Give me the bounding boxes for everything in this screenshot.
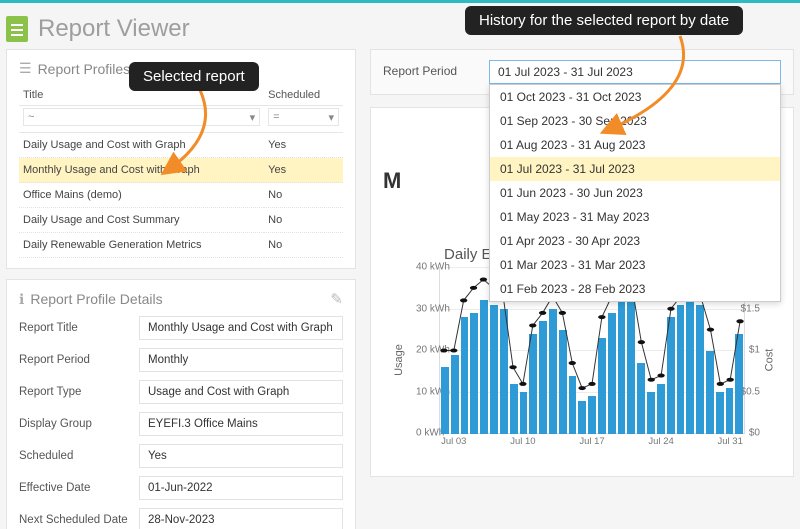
report-details-panel: ℹ Report Profile Details ✎ Report TitleM… (6, 279, 356, 529)
table-row[interactable]: Office Mains (demo)No (19, 183, 343, 208)
bar (677, 305, 685, 434)
bar (657, 384, 665, 434)
period-option[interactable]: 01 Apr 2023 - 30 Apr 2023 (490, 229, 780, 253)
period-option[interactable]: 01 Sep 2023 - 30 Sep 2023 (490, 109, 780, 133)
callout-history: History for the selected report by date (465, 6, 743, 35)
bar (726, 388, 734, 434)
x-tick: Jul 17 (579, 436, 604, 447)
report-title-fragment: M (383, 168, 401, 194)
profile-title: Monthly Usage and Cost with Graph (19, 158, 264, 183)
table-row[interactable]: Daily Renewable Generation MetricsNo (19, 233, 343, 258)
detail-label: Display Group (19, 418, 139, 430)
bar (539, 321, 547, 434)
profile-title: Daily Renewable Generation Metrics (19, 233, 264, 258)
filter-title[interactable]: ~▾ (23, 108, 260, 126)
bar (490, 305, 498, 434)
bar (667, 317, 675, 434)
period-option[interactable]: 01 Oct 2023 - 31 Oct 2023 (490, 85, 780, 109)
x-tick: Jul 24 (648, 436, 673, 447)
bar (588, 396, 596, 434)
bar (706, 351, 714, 435)
bar (500, 309, 508, 434)
profile-scheduled: Yes (264, 133, 343, 158)
profile-scheduled: No (264, 208, 343, 233)
y-right-label: Cost (764, 348, 776, 371)
bar (520, 392, 528, 434)
bar (716, 392, 724, 434)
detail-label: Scheduled (19, 450, 139, 462)
bar (480, 300, 488, 434)
report-period-label: Report Period (383, 60, 469, 78)
x-tick: Jul 03 (441, 436, 466, 447)
bar (578, 401, 586, 434)
period-option[interactable]: 01 May 2023 - 31 May 2023 (490, 205, 780, 229)
bar (696, 305, 704, 434)
list-icon: ☰ (19, 60, 32, 77)
detail-value: 01-Jun-2022 (139, 476, 343, 500)
profile-title: Office Mains (demo) (19, 183, 264, 208)
details-panel-title: Report Profile Details (30, 291, 162, 307)
bar (559, 330, 567, 434)
report-period-dropdown[interactable]: 01 Oct 2023 - 31 Oct 202301 Sep 2023 - 3… (489, 84, 781, 302)
period-option[interactable]: 01 Jul 2023 - 31 Jul 2023 (490, 157, 780, 181)
detail-value: Monthly Usage and Cost with Graph (139, 316, 343, 340)
bar (608, 313, 616, 434)
period-option[interactable]: 01 Feb 2023 - 28 Feb 2023 (490, 277, 780, 301)
bar (637, 363, 645, 434)
x-tick: Jul 31 (718, 436, 743, 447)
period-option[interactable]: 01 Mar 2023 - 31 Mar 2023 (490, 253, 780, 277)
bar (686, 300, 694, 434)
bar (441, 367, 449, 434)
bar (470, 313, 478, 434)
bar (510, 384, 518, 434)
profile-title: Daily Usage and Cost with Graph (19, 133, 264, 158)
bar (461, 317, 469, 434)
callout-selected-report: Selected report (129, 62, 259, 91)
bar (598, 338, 606, 434)
filter-scheduled[interactable]: =▾ (268, 108, 339, 126)
period-option[interactable]: 01 Aug 2023 - 31 Aug 2023 (490, 133, 780, 157)
bar (529, 334, 537, 434)
report-period-select[interactable]: 01 Jul 2023 - 31 Jul 2023 (489, 60, 781, 84)
profiles-panel-title: Report Profiles (38, 61, 131, 77)
bar (735, 334, 743, 434)
profile-scheduled: No (264, 233, 343, 258)
profile-scheduled: No (264, 183, 343, 208)
page-title: Report Viewer (38, 15, 190, 43)
x-tick: Jul 10 (510, 436, 535, 447)
period-option[interactable]: 01 Jun 2023 - 30 Jun 2023 (490, 181, 780, 205)
detail-value: Usage and Cost with Graph (139, 380, 343, 404)
detail-value: Monthly (139, 348, 343, 372)
detail-value: EYEFI.3 Office Mains (139, 412, 343, 436)
bar (627, 300, 635, 434)
edit-icon[interactable]: ✎ (330, 290, 343, 308)
y-left-label: Usage (393, 344, 405, 376)
bar (647, 392, 655, 434)
y-right-tick: $1 (749, 345, 760, 356)
profile-scheduled: Yes (264, 158, 343, 183)
y-right-tick: $0 (749, 428, 760, 439)
detail-label: Effective Date (19, 482, 139, 494)
info-icon: ℹ (19, 291, 24, 308)
bar (569, 376, 577, 434)
bar (618, 296, 626, 434)
report-period-bar: Report Period 01 Jul 2023 - 31 Jul 2023 … (370, 49, 794, 95)
detail-label: Report Period (19, 354, 139, 366)
bar (549, 309, 557, 434)
detail-value: 28-Nov-2023 (139, 508, 343, 529)
bar (451, 355, 459, 434)
profiles-table: Title Scheduled ~▾ =▾ (19, 85, 343, 258)
profile-title: Daily Usage and Cost Summary (19, 208, 264, 233)
detail-label: Report Title (19, 322, 139, 334)
detail-label: Next Scheduled Date (19, 514, 139, 526)
report-doc-icon (6, 16, 28, 42)
detail-label: Report Type (19, 386, 139, 398)
table-row[interactable]: Daily Usage and Cost with GraphYes (19, 133, 343, 158)
col-scheduled[interactable]: Scheduled (264, 85, 343, 106)
table-row[interactable]: Monthly Usage and Cost with GraphYes (19, 158, 343, 183)
detail-value: Yes (139, 444, 343, 468)
table-row[interactable]: Daily Usage and Cost SummaryNo (19, 208, 343, 233)
